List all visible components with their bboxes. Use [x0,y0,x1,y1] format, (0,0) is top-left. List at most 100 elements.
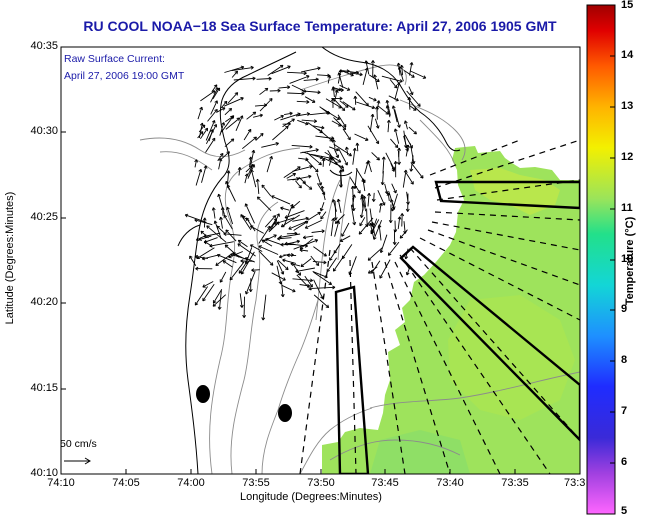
current-vector-head [306,112,310,115]
current-vector-head [407,201,410,205]
current-vector [231,66,254,72]
scale-arrow [64,457,91,465]
current-vector-head [241,304,244,308]
current-vector [207,109,218,122]
current-vector [278,86,290,89]
current-vector [209,241,234,247]
current-vector [338,148,348,166]
current-vector [391,183,397,194]
current-vector-head [277,88,281,91]
current-vector-head [224,244,227,249]
current-vector [214,220,222,240]
current-vector [244,173,248,184]
current-vector [289,75,310,84]
current-vector [329,146,339,151]
current-vector [205,120,216,141]
colorbar-tick-label: 13 [621,100,634,112]
current-vector [223,233,242,236]
current-vector [329,155,345,172]
current-vector-head [297,112,301,115]
current-vector-head [329,258,333,261]
current-vector [201,165,207,183]
current-vector [225,181,230,190]
current-vector-head [286,266,289,270]
current-vector-head [374,97,377,101]
current-vector-head [332,285,336,288]
current-vector-head [307,283,311,287]
current-vector [337,114,347,128]
current-vector-head [276,213,280,216]
colorbar-tick-label: 5 [621,505,628,517]
current-vector [268,218,277,231]
current-vector [354,96,357,105]
current-vector [392,105,398,123]
current-vector [327,75,331,84]
current-vector-head [199,106,203,110]
current-vector [367,193,370,207]
current-vector [350,204,356,225]
current-vector-head [195,303,199,306]
current-vector [384,183,388,194]
current-vector [271,195,291,205]
current-vector [385,152,395,171]
current-vector-head [359,224,363,227]
current-vector-head [244,257,248,261]
current-vector-head [319,207,322,212]
current-vector-head [234,92,238,94]
current-vector [388,241,400,256]
current-vector [405,144,409,157]
current-vector [338,72,344,88]
current-vector [219,271,227,283]
current-vector-head [320,217,324,220]
current-vector-head [413,160,416,165]
current-vector [240,214,252,231]
current-vector [405,172,414,185]
current-vector [296,100,310,103]
current-vector-head [213,220,216,224]
current-vector-head [388,119,391,124]
current-vector [299,284,310,287]
current-vector [281,284,296,293]
current-vector-head [378,202,382,206]
current-vector [283,204,294,227]
current-vector-head [382,182,385,186]
current-vector-head [226,206,228,211]
current-vector-head [366,137,369,141]
current-vector [279,233,301,238]
current-vector-head [299,249,303,253]
current-vector [409,105,417,111]
current-vector-head [252,76,256,79]
current-vector [292,278,313,282]
current-vector [220,217,223,229]
current-vector-head [339,96,343,99]
current-vector-head [211,137,215,140]
current-vector-head [267,225,271,228]
current-vector-head [198,239,203,241]
current-vector-head [277,238,281,241]
current-vector-head [400,213,403,217]
current-vector [304,275,313,288]
current-vector-head [324,253,327,257]
current-vector-head [279,256,283,259]
current-vector-head [320,129,323,133]
y-tick-label: 40:10 [30,467,58,479]
current-vector [352,148,356,165]
x-tick-label: 73:40 [436,477,464,489]
current-vector-head [321,229,325,232]
current-vector-head [214,108,218,111]
current-vector [198,122,203,139]
current-vector [364,161,369,175]
current-vector [320,202,325,212]
current-vector-head [280,281,283,285]
current-vector [377,105,389,115]
x-tick-label: 73:45 [371,477,399,489]
current-vector [223,214,233,230]
current-vector-head [386,119,390,123]
current-vector-head [255,178,258,182]
current-vector [315,135,335,139]
current-vector [222,260,233,268]
current-vector-head [199,122,203,126]
current-vector-head [353,207,356,212]
current-vector [309,112,330,116]
